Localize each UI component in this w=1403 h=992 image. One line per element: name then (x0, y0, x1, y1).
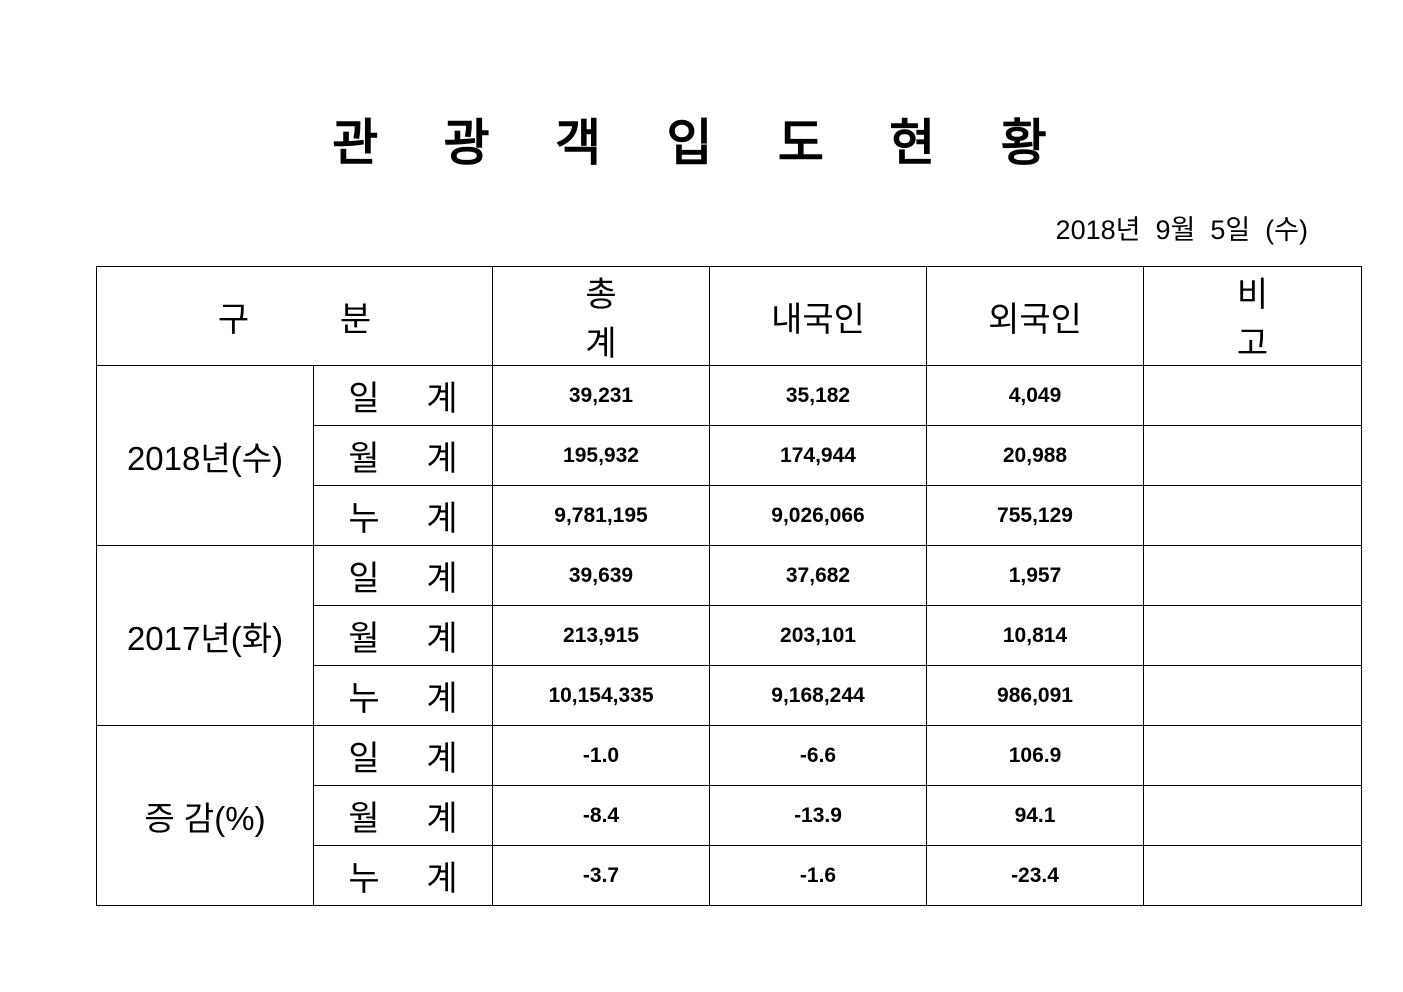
cell-total: 9,781,195 (492, 485, 710, 546)
cell-foreign: 4,049 (926, 365, 1144, 426)
cell-remarks (1143, 725, 1362, 786)
cell-domestic: 35,182 (709, 365, 927, 426)
cell-foreign: 106.9 (926, 725, 1144, 786)
cell-total: -1.0 (492, 725, 710, 786)
table-row: 2018년(수) 일 계 39,231 35,182 4,049 (96, 365, 1362, 546)
cell-foreign: 986,091 (926, 665, 1144, 726)
header-category: 구 분 (96, 266, 493, 366)
header-remarks: 비 고 (1143, 266, 1362, 366)
group-label-2017: 2017년(화) (96, 545, 314, 726)
cell-foreign: 755,129 (926, 485, 1144, 546)
table-row: 누 계 -3.7 -1.6 -23.4 (97, 845, 1362, 906)
cell-domestic: 203,101 (709, 605, 927, 666)
row-label: 월 계 (313, 605, 493, 666)
table-header-row: 구 분 총 계 내국인 외국인 비 고 (96, 266, 1362, 366)
cell-total: 39,639 (492, 545, 710, 606)
cell-remarks (1143, 785, 1362, 846)
cell-total: 195,932 (492, 425, 710, 486)
row-label: 일 계 (313, 725, 493, 786)
header-domestic: 내국인 (709, 266, 927, 366)
cell-foreign: -23.4 (926, 845, 1144, 906)
cell-total: 39,231 (492, 365, 710, 426)
cell-remarks (1143, 665, 1362, 726)
cell-remarks (1143, 605, 1362, 666)
cell-remarks (1143, 485, 1362, 546)
group-label-2018: 2018년(수) (96, 365, 314, 546)
header-total: 총 계 (492, 266, 710, 366)
row-label: 누 계 (313, 485, 493, 546)
cell-total: 10,154,335 (492, 665, 710, 726)
cell-foreign: 94.1 (926, 785, 1144, 846)
cell-domestic: 9,168,244 (709, 665, 927, 726)
cell-remarks (1143, 845, 1362, 906)
row-label: 월 계 (313, 785, 493, 846)
cell-domestic: 37,682 (709, 545, 927, 606)
cell-domestic: -13.9 (709, 785, 927, 846)
table-row: 2017년(화) 일 계 39,639 37,682 1,957 (96, 545, 1362, 726)
table-row: 증 감(%) 일 계 -1.0 -6.6 106.9 (96, 725, 1362, 906)
cell-domestic: 9,026,066 (709, 485, 927, 546)
cell-foreign: 20,988 (926, 425, 1144, 486)
cell-total: -3.7 (492, 845, 710, 906)
cell-remarks (1143, 425, 1362, 486)
row-label: 일 계 (313, 365, 493, 426)
tourist-arrivals-table: 구 분 총 계 내국인 외국인 비 고 2018년(수) 일 계 39,231 … (96, 266, 1362, 906)
page-title: 관 광 객 입 도 현 황 (332, 114, 1071, 172)
group-label-change: 증 감(%) (96, 725, 314, 906)
cell-remarks (1143, 545, 1362, 606)
cell-remarks (1143, 365, 1362, 426)
cell-foreign: 1,957 (926, 545, 1144, 606)
row-label: 월 계 (313, 425, 493, 486)
report-date: 2018년 9월 5일 (수) (1055, 215, 1308, 245)
table-row: 월 계 195,932 174,944 20,988 (97, 425, 1362, 486)
row-label: 누 계 (313, 665, 493, 726)
row-label: 일 계 (313, 545, 493, 606)
cell-foreign: 10,814 (926, 605, 1144, 666)
cell-total: 213,915 (492, 605, 710, 666)
cell-total: -8.4 (492, 785, 710, 846)
cell-domestic: -6.6 (709, 725, 927, 786)
row-label: 누 계 (313, 845, 493, 906)
cell-domestic: 174,944 (709, 425, 927, 486)
cell-domestic: -1.6 (709, 845, 927, 906)
header-foreign: 외국인 (926, 266, 1144, 366)
